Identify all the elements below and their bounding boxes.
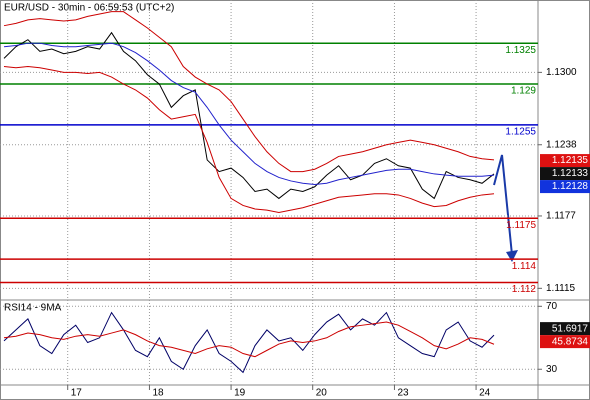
rsi-title: RSI14 - 9MA <box>4 303 62 314</box>
level-label: 1.1175 <box>506 220 536 231</box>
chart-title: EUR/USD - 30min - 06:59:53 (UTC+2) <box>4 3 174 14</box>
x-tick-label: 23 <box>397 388 409 399</box>
x-tick-label: 17 <box>71 388 83 399</box>
forecast-arrow <box>493 154 513 256</box>
price-marker <box>540 335 590 349</box>
series-line <box>3 66 495 213</box>
price-marker <box>540 180 590 194</box>
price-marker-label: 51.6917 <box>552 323 589 334</box>
x-tick-label: 18 <box>152 388 164 399</box>
x-tick-label: 20 <box>316 388 328 399</box>
price-marker-label: 1.12135 <box>552 155 589 166</box>
price-marker-label: 1.12133 <box>552 168 589 179</box>
level-label: 1.112 <box>512 284 537 295</box>
level-label: 1.1325 <box>505 45 536 56</box>
series-line <box>3 11 495 173</box>
y-tick-label: 30 <box>546 364 558 375</box>
price-marker-label: 45.8734 <box>552 336 589 347</box>
series-line <box>3 31 495 200</box>
y-tick-label: 70 <box>546 301 558 312</box>
level-label: 1.1255 <box>505 127 536 138</box>
level-label: 1.114 <box>512 261 537 272</box>
price-marker-label: 1.12128 <box>552 181 589 192</box>
price-marker <box>540 167 590 181</box>
y-tick-label: 1.1238 <box>546 139 577 150</box>
y-tick-label: 1.1300 <box>546 67 577 78</box>
price-marker <box>540 322 590 336</box>
y-tick-label: 1.1115 <box>546 283 576 294</box>
series-line <box>3 311 495 374</box>
arrow-head <box>506 250 518 262</box>
series-line <box>3 42 495 185</box>
x-tick-label: 24 <box>479 388 491 399</box>
price-marker <box>540 154 590 168</box>
y-tick-label: 1.1177 <box>546 211 576 222</box>
level-label: 1.129 <box>511 86 536 97</box>
x-tick-label: 19 <box>234 388 246 399</box>
series-line <box>3 321 495 358</box>
